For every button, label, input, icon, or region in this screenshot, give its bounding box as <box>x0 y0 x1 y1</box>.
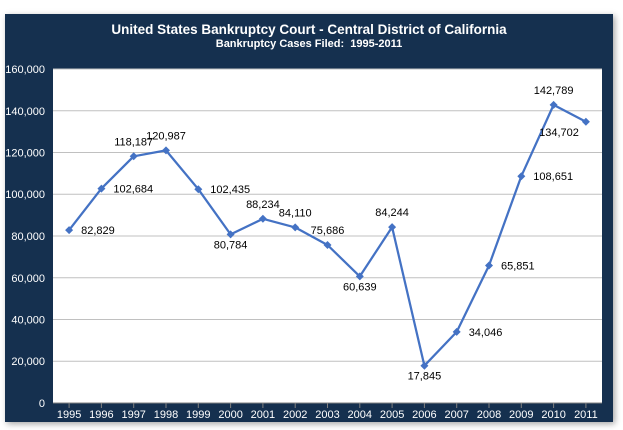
svg-text:2008: 2008 <box>477 409 501 421</box>
svg-text:84,110: 84,110 <box>279 207 312 219</box>
svg-text:134,702: 134,702 <box>539 127 579 139</box>
svg-text:140,000: 140,000 <box>5 106 45 118</box>
svg-text:102,435: 102,435 <box>210 184 250 196</box>
svg-text:2002: 2002 <box>283 409 307 421</box>
svg-text:2001: 2001 <box>251 409 275 421</box>
svg-text:142,789: 142,789 <box>534 85 574 97</box>
svg-text:1998: 1998 <box>154 409 178 421</box>
svg-text:84,244: 84,244 <box>375 207 409 219</box>
svg-text:108,651: 108,651 <box>533 171 573 183</box>
svg-text:2007: 2007 <box>444 409 468 421</box>
svg-text:2005: 2005 <box>380 409 404 421</box>
svg-text:102,684: 102,684 <box>113 184 153 196</box>
svg-text:88,234: 88,234 <box>246 199 280 211</box>
svg-text:2006: 2006 <box>412 409 436 421</box>
svg-text:2003: 2003 <box>315 409 339 421</box>
svg-text:60,000: 60,000 <box>11 273 45 285</box>
svg-text:75,686: 75,686 <box>311 225 345 237</box>
svg-text:160,000: 160,000 <box>5 64 45 76</box>
svg-text:80,000: 80,000 <box>11 231 45 243</box>
svg-text:2004: 2004 <box>348 409 372 421</box>
svg-text:2011: 2011 <box>574 409 598 421</box>
svg-text:100,000: 100,000 <box>5 189 45 201</box>
svg-text:120,987: 120,987 <box>146 130 186 142</box>
svg-text:1997: 1997 <box>121 409 145 421</box>
svg-text:1999: 1999 <box>186 409 210 421</box>
svg-text:40,000: 40,000 <box>11 315 45 327</box>
svg-text:82,829: 82,829 <box>81 225 115 237</box>
svg-text:2010: 2010 <box>541 409 565 421</box>
svg-text:34,046: 34,046 <box>469 327 503 339</box>
svg-text:65,851: 65,851 <box>501 261 535 273</box>
svg-text:20,000: 20,000 <box>11 356 45 368</box>
svg-text:2000: 2000 <box>218 409 242 421</box>
svg-text:120,000: 120,000 <box>5 148 45 160</box>
svg-text:1995: 1995 <box>57 409 81 421</box>
svg-text:17,845: 17,845 <box>408 371 442 383</box>
svg-text:60,639: 60,639 <box>343 281 377 293</box>
svg-text:1996: 1996 <box>89 409 113 421</box>
svg-text:2009: 2009 <box>509 409 533 421</box>
svg-text:0: 0 <box>39 398 45 410</box>
svg-text:80,784: 80,784 <box>214 239 248 251</box>
